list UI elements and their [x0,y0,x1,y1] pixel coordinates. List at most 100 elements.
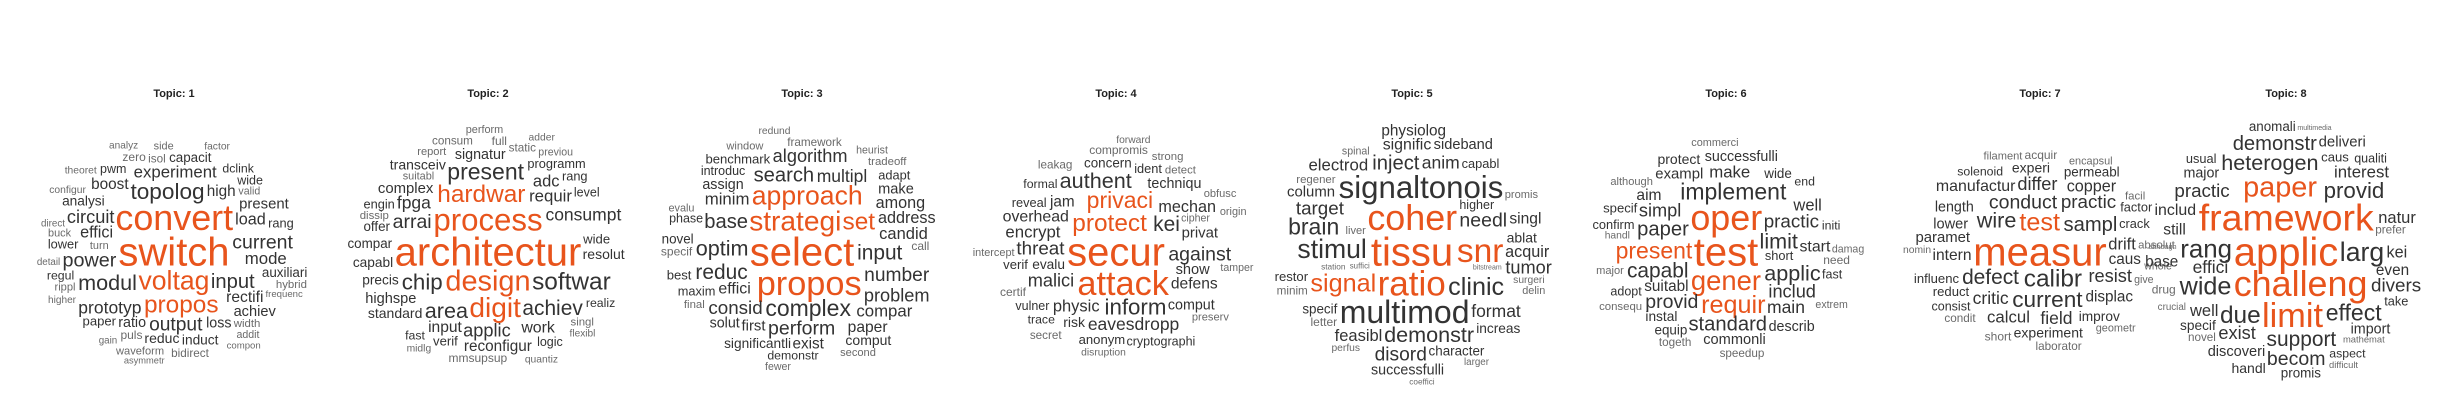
word-mode: mode [245,249,287,268]
word-speedup: speedup [1720,347,1765,360]
word-chip: chip [402,269,443,294]
word-strong: strong [1152,151,1184,163]
word-rang: rang [268,215,294,230]
word-addit: addit [236,329,259,341]
word-prefer: prefer [2375,224,2406,237]
word-exist: exist [2218,323,2255,343]
word-evalu: evalu [668,202,694,214]
word-suitabl: suitabl [1644,278,1688,295]
word-main: main [1767,297,1805,317]
word-authent: authent [1060,168,1132,193]
word-reduct: reduct [1933,284,1970,299]
word-malici: malici [1028,271,1074,291]
word-base: base [2145,253,2178,270]
word-configur: configur [49,185,86,196]
word-valid: valid [238,186,260,198]
word-redund: redund [758,126,790,137]
word-gener: gener [1691,265,1761,296]
word-multipl: multipl [817,166,868,186]
word-side: side [154,141,174,153]
word-length: length [1935,200,1974,216]
word-effici: effici [80,224,113,242]
word-test: test [2019,208,2060,236]
word-inject: inject [1372,153,1420,175]
word-analyz: analyz [109,141,138,152]
word-programm: programm [527,156,585,171]
word-simpl: simpl [1639,200,1681,220]
word-snr: snr [1457,233,1504,270]
word-adapt: adapt [878,167,910,182]
word-letter: letter [1311,315,1338,329]
word-against: against [1168,243,1231,265]
word-topolog: topolog [130,179,204,204]
word-leakag: leakag [1038,158,1072,171]
topic-panel-8: Topic: 8 applic framework challeng limit pape… [2136,88,2436,408]
word-format: format [1471,301,1521,321]
word-select: select [750,230,855,274]
word-becom: becom [2267,348,2326,370]
word-demonstr: demonstr [2233,133,2317,155]
word-exist: exist [792,335,824,352]
word-present: present [1616,237,1693,263]
word-oper: oper [1690,198,1762,238]
word-fewer: fewer [765,361,791,373]
word-flexibl: flexibl [570,329,596,340]
word-singl: singl [571,316,594,328]
word-ratio: ratio [118,315,146,331]
word-fast: fast [1822,268,1843,282]
word-set: set [843,209,876,236]
word-complex: complex [765,295,851,321]
word-commerci: commerci [1691,137,1738,149]
word-perform: perform [768,317,835,339]
topic-panel-5: Topic: 5 tissu coher ratio snr multimod signal… [1262,88,1562,408]
word-obfusc: obfusc [1204,188,1237,200]
word-character: character [1429,344,1485,359]
word-lower: lower [1933,216,1968,232]
word-major: major [1596,265,1624,277]
word-coher: coher [1367,198,1457,238]
word-wire: wire [1976,207,2017,232]
word-boost: boost [91,176,129,193]
word-handl: handl [1605,230,1630,241]
word-short: short [1985,329,2012,343]
word-larg: larg [2340,237,2384,267]
word-hybrid: hybrid [276,279,307,291]
word-encrypt: encrypt [1005,223,1060,242]
word-rang: rang [2180,235,2232,263]
word-frequenc: frequenc [265,289,303,300]
word-verif: verif [1003,257,1028,272]
word-adder: adder [529,132,556,143]
word-rectifi: rectifi [226,289,263,306]
word-benchmark: benchmark [705,151,770,166]
word-applic: applic [1764,260,1821,285]
word-protect: protect [1072,210,1147,237]
word-reconfigur: reconfigur [464,338,532,355]
word-applic: applic [463,320,511,340]
word-physiolog: physiolog [1381,122,1446,139]
word-influenc: influenc [1914,271,1960,286]
word-aspect: aspect [2329,347,2366,361]
word-paramet: paramet [1915,230,1970,246]
word-process: process [433,202,542,237]
word-surgeri: surgeri [1513,275,1544,286]
word-heterogen: heterogen [2221,150,2318,175]
word-applic: applic [2234,230,2339,274]
word-solut: solut [710,315,740,331]
word-defect: defect [1962,266,2019,289]
word-induct: induct [182,333,219,348]
word-multimod: multimod [1340,294,1470,330]
word-limit: limit [2262,297,2323,335]
word-disord: disord [1375,344,1427,365]
word-initi: initi [1822,218,1840,232]
word-caus: caus [2321,149,2349,164]
word-instal: instal [1645,309,1677,324]
word-interest: interest [2334,163,2389,182]
word-experiment: experiment [2014,325,2083,341]
word-divers: divers [2371,274,2421,295]
word-intern: intern [1933,247,1972,264]
word-provid: provid [1645,291,1698,313]
word-phase: phase [669,212,703,226]
word-damag: damag [1832,244,1864,256]
word-circuit: circuit [67,207,115,227]
word-high: high [207,183,236,200]
